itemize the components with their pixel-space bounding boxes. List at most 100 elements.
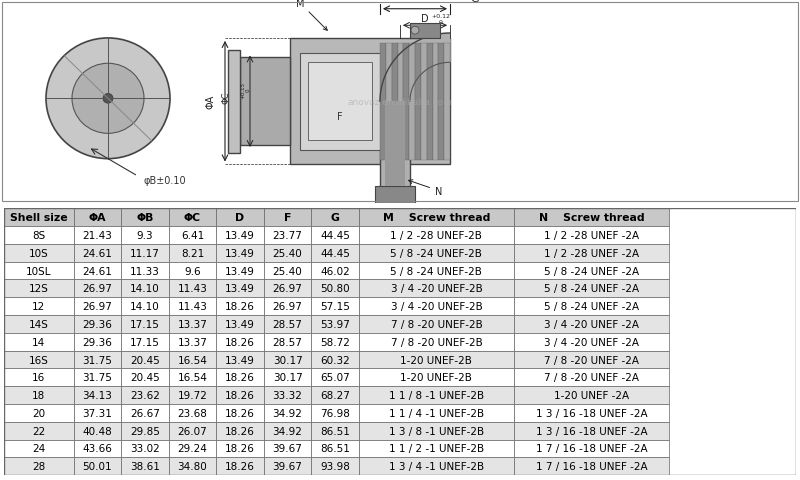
Text: φB±0.10: φB±0.10 bbox=[143, 176, 186, 186]
Bar bbox=[4, 315, 74, 333]
Bar bbox=[514, 280, 670, 298]
Bar bbox=[514, 369, 670, 386]
Bar bbox=[264, 440, 311, 457]
Bar bbox=[514, 227, 670, 244]
Text: 34.92: 34.92 bbox=[273, 408, 302, 418]
Bar bbox=[169, 315, 216, 333]
Bar bbox=[169, 280, 216, 298]
Text: 18.26: 18.26 bbox=[225, 461, 255, 471]
Bar bbox=[122, 315, 169, 333]
Text: anovaz.en.alibaba.com: anovaz.en.alibaba.com bbox=[347, 97, 453, 107]
Text: 6.41: 6.41 bbox=[181, 230, 204, 240]
Text: 18: 18 bbox=[32, 390, 46, 400]
Text: 3 / 4 -20 UNEF-2B: 3 / 4 -20 UNEF-2B bbox=[390, 284, 482, 294]
Bar bbox=[4, 244, 74, 262]
Bar bbox=[74, 386, 122, 404]
Bar bbox=[122, 457, 169, 475]
Bar bbox=[4, 262, 74, 280]
Bar bbox=[122, 369, 169, 386]
Text: 1 3 / 16 -18 UNEF -2A: 1 3 / 16 -18 UNEF -2A bbox=[536, 408, 647, 418]
Bar bbox=[311, 262, 359, 280]
Text: D: D bbox=[235, 213, 245, 223]
Circle shape bbox=[46, 39, 170, 159]
Text: 9.6: 9.6 bbox=[184, 266, 201, 276]
Bar bbox=[216, 280, 264, 298]
Bar bbox=[216, 369, 264, 386]
Text: 18.26: 18.26 bbox=[225, 426, 255, 436]
Bar bbox=[359, 440, 514, 457]
Bar bbox=[74, 404, 122, 422]
Text: 17.15: 17.15 bbox=[130, 319, 160, 329]
Text: 23.62: 23.62 bbox=[130, 390, 160, 400]
Bar bbox=[359, 227, 514, 244]
Text: 5 / 8 -24 UNEF -2A: 5 / 8 -24 UNEF -2A bbox=[544, 266, 639, 276]
Text: F: F bbox=[284, 213, 291, 223]
Bar bbox=[514, 422, 670, 440]
Bar bbox=[438, 44, 444, 160]
Text: 23.68: 23.68 bbox=[178, 408, 207, 418]
Text: 18.26: 18.26 bbox=[225, 390, 255, 400]
Text: 53.97: 53.97 bbox=[320, 319, 350, 329]
Text: 5 / 8 -24 UNEF-2B: 5 / 8 -24 UNEF-2B bbox=[390, 266, 482, 276]
Bar bbox=[169, 244, 216, 262]
Text: 10S: 10S bbox=[29, 248, 49, 258]
Bar bbox=[264, 315, 311, 333]
Text: 16.54: 16.54 bbox=[178, 355, 207, 365]
Text: 11.43: 11.43 bbox=[178, 284, 207, 294]
Bar bbox=[216, 244, 264, 262]
Text: 86.51: 86.51 bbox=[320, 426, 350, 436]
Text: 13.49: 13.49 bbox=[225, 284, 255, 294]
Text: 8.21: 8.21 bbox=[181, 248, 204, 258]
Text: 20.45: 20.45 bbox=[130, 372, 160, 383]
Bar bbox=[216, 227, 264, 244]
Bar bbox=[359, 333, 514, 351]
Bar bbox=[216, 440, 264, 457]
Text: 39.67: 39.67 bbox=[273, 444, 302, 454]
Text: G: G bbox=[330, 213, 339, 223]
Text: 13.37: 13.37 bbox=[178, 319, 207, 329]
Bar bbox=[264, 280, 311, 298]
Bar bbox=[514, 209, 670, 227]
Text: 1 7 / 16 -18 UNEF -2A: 1 7 / 16 -18 UNEF -2A bbox=[536, 444, 647, 454]
Text: 37.31: 37.31 bbox=[82, 408, 112, 418]
Text: 14: 14 bbox=[32, 337, 46, 347]
Text: 26.07: 26.07 bbox=[178, 426, 207, 436]
Bar bbox=[228, 50, 240, 154]
Text: 1 / 2 -28 UNEF -2A: 1 / 2 -28 UNEF -2A bbox=[544, 230, 639, 240]
Bar bbox=[386, 44, 392, 160]
Bar bbox=[74, 351, 122, 369]
Bar bbox=[398, 44, 403, 160]
Bar bbox=[74, 457, 122, 475]
Text: 57.15: 57.15 bbox=[320, 301, 350, 312]
Text: 1 3 / 8 -1 UNEF-2B: 1 3 / 8 -1 UNEF-2B bbox=[389, 426, 484, 436]
Bar bbox=[169, 440, 216, 457]
Text: 11.33: 11.33 bbox=[130, 266, 160, 276]
Bar bbox=[4, 422, 74, 440]
Text: 1 7 / 16 -18 UNEF -2A: 1 7 / 16 -18 UNEF -2A bbox=[536, 461, 647, 471]
Text: 31.75: 31.75 bbox=[82, 355, 112, 365]
Text: 16: 16 bbox=[32, 372, 46, 383]
Text: 1 1 / 2 -1 UNEF-2B: 1 1 / 2 -1 UNEF-2B bbox=[389, 444, 484, 454]
Bar bbox=[359, 386, 514, 404]
Bar bbox=[122, 440, 169, 457]
Text: 5 / 8 -24 UNEF -2A: 5 / 8 -24 UNEF -2A bbox=[544, 301, 639, 312]
Bar bbox=[216, 209, 264, 227]
Bar bbox=[74, 369, 122, 386]
Bar bbox=[169, 351, 216, 369]
Bar bbox=[216, 386, 264, 404]
Text: 76.98: 76.98 bbox=[320, 408, 350, 418]
Text: 24: 24 bbox=[32, 444, 46, 454]
Bar bbox=[359, 404, 514, 422]
Bar bbox=[216, 333, 264, 351]
Text: 8S: 8S bbox=[32, 230, 46, 240]
Text: 10SL: 10SL bbox=[26, 266, 51, 276]
Text: 7 / 8 -20 UNEF-2B: 7 / 8 -20 UNEF-2B bbox=[390, 319, 482, 329]
Bar bbox=[311, 244, 359, 262]
Bar bbox=[216, 298, 264, 315]
Text: 44.45: 44.45 bbox=[320, 230, 350, 240]
Bar bbox=[410, 24, 440, 39]
Text: 25.40: 25.40 bbox=[273, 248, 302, 258]
Bar bbox=[514, 386, 670, 404]
Bar bbox=[216, 404, 264, 422]
Bar bbox=[380, 44, 386, 160]
